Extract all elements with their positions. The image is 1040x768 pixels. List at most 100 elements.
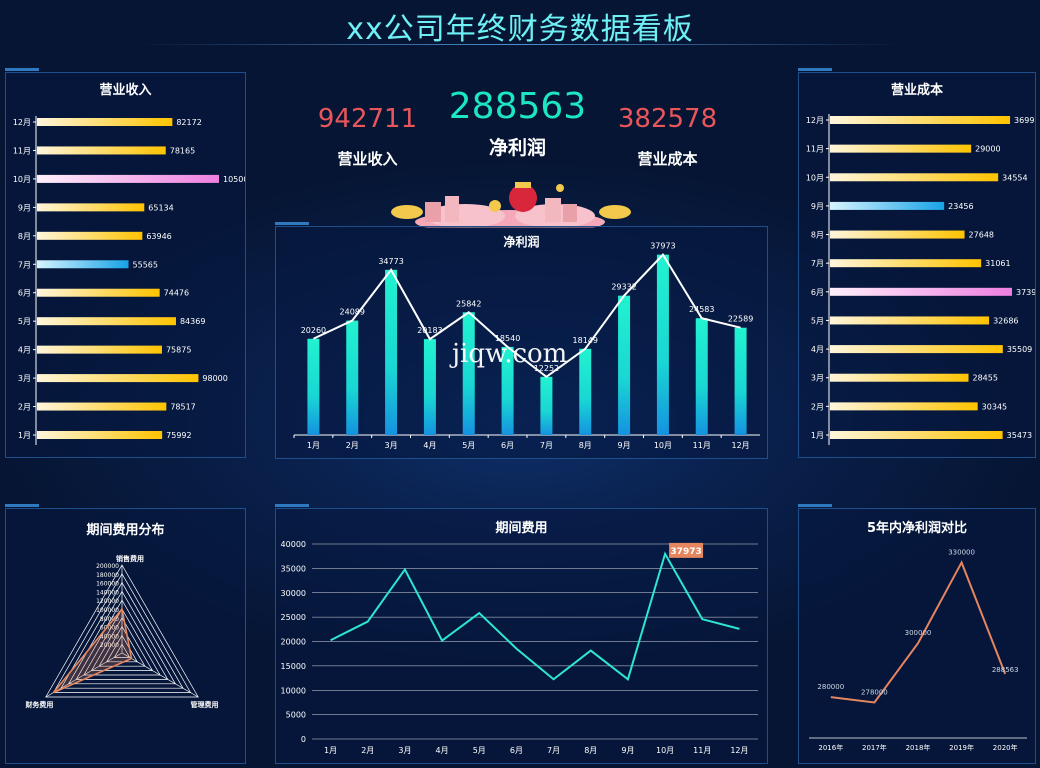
cost-bar-chart: 1月 35473 2月 30345 3月 28455 4月 35509 5月 32686 6月 373… xyxy=(806,114,1035,445)
panel-corner-accent xyxy=(798,504,832,507)
category-label: 5月 xyxy=(811,316,824,325)
radar-tick-label: 200000 xyxy=(96,563,119,570)
category-label: 8月 xyxy=(579,441,592,450)
y-tick-label: 20000 xyxy=(281,638,306,647)
category-label: 11月 xyxy=(693,441,711,450)
data-label: 37396 xyxy=(1016,288,1035,297)
bar xyxy=(37,345,162,354)
category-label: 6月 xyxy=(18,289,31,298)
revenue-chart-title: 营业收入 xyxy=(99,83,152,98)
category-label: 7月 xyxy=(811,259,824,268)
data-label: 12252 xyxy=(534,364,559,373)
bar xyxy=(37,288,160,297)
category-label: 3月 xyxy=(18,374,31,383)
series-line xyxy=(330,551,740,681)
panel-expense-distribution: 期间费用分布 20000 4000060000 80000 100000 120000 1… xyxy=(5,504,246,764)
radar-tick-label: 120000 xyxy=(96,598,119,605)
x-tick-label: 3月 xyxy=(398,746,411,755)
data-label: 31061 xyxy=(985,259,1010,268)
profit-bar-line-chart: 1月 2月 3月 4月 5月 6月 7月 8月 9月 10月 11月 12月 20260 24089 347… xyxy=(293,242,760,450)
category-label: 12月 xyxy=(731,441,749,450)
category-label: 2月 xyxy=(346,441,359,450)
radar-tick-label: 80000 xyxy=(100,616,119,623)
data-label: 330000 xyxy=(948,548,975,556)
data-label: 82172 xyxy=(176,118,201,127)
data-label: 10500 xyxy=(223,175,245,184)
bar xyxy=(830,259,982,268)
data-label: 20183 xyxy=(417,326,442,335)
x-tick-label: 2020年 xyxy=(993,743,1018,752)
radar-tick-label: 20000 xyxy=(100,642,119,649)
bar xyxy=(462,312,475,435)
category-label: 8月 xyxy=(811,231,824,240)
radar-tick-label: 180000 xyxy=(96,572,119,579)
data-label: 278000 xyxy=(861,688,888,696)
radar-axis-label: 财务费用 xyxy=(24,700,53,709)
radar-tick-label: 140000 xyxy=(96,589,119,596)
data-label: 34554 xyxy=(1002,173,1027,182)
category-label: 5月 xyxy=(18,317,31,326)
bar xyxy=(501,346,514,435)
data-label: 75875 xyxy=(166,346,191,355)
watermark-text: jiqw.com xyxy=(452,339,568,369)
x-tick-label: 7月 xyxy=(547,746,560,755)
data-label: 36995 xyxy=(1014,116,1035,125)
panel-corner-accent xyxy=(275,504,309,507)
panel-period-expense: 期间费用 0 5000 10000 15000 20000 25000 30000 35000… xyxy=(275,504,768,764)
series-line xyxy=(312,252,741,379)
kpi-revenue: 942711 营业收入 xyxy=(300,104,435,169)
data-label: 32686 xyxy=(993,316,1018,325)
x-tick-label: 4月 xyxy=(436,746,449,755)
y-tick-label: 25000 xyxy=(281,613,306,622)
x-tick-label: 11月 xyxy=(693,746,711,755)
period-expense-line-chart: 0 5000 10000 15000 20000 25000 30000 35000 40000… xyxy=(281,540,758,755)
panel-corner-accent xyxy=(5,504,39,507)
bar xyxy=(346,320,359,435)
y-tick-label: 15000 xyxy=(281,662,306,671)
y-tick-label: 30000 xyxy=(281,589,306,598)
bar xyxy=(830,173,999,182)
category-label: 11月 xyxy=(13,146,31,155)
bar xyxy=(37,402,167,411)
category-label: 12月 xyxy=(806,116,824,125)
radar-grid-ring xyxy=(98,625,146,667)
category-label: 1月 xyxy=(307,441,320,450)
radar-grid-ring xyxy=(52,573,192,693)
x-tick-label: 9月 xyxy=(621,746,634,755)
bar xyxy=(37,260,129,269)
radar-axis-label: 管理费用 xyxy=(191,700,219,709)
five-year-profit-line-chart: 2016年 2017年 2018年 2019年 2020年 280000 278000 300… xyxy=(809,548,1027,752)
category-label: 10月 xyxy=(13,175,31,184)
bar xyxy=(734,327,747,435)
bar xyxy=(307,338,320,435)
data-label: 300000 xyxy=(905,629,932,637)
data-label: 280000 xyxy=(817,683,844,691)
category-label: 4月 xyxy=(811,345,824,354)
radar-tick-label: 60000 xyxy=(100,625,119,632)
data-label: 65134 xyxy=(148,203,173,212)
category-label: 8月 xyxy=(18,232,31,241)
panel-revenue: 营业收入 1月 75992 2月 78517 3月 98000 4月 75875 5月 84369… xyxy=(5,68,246,458)
bar xyxy=(830,402,978,411)
data-label: 34773 xyxy=(378,257,403,266)
x-tick-label: 2019年 xyxy=(949,743,974,752)
data-label: 55565 xyxy=(133,260,158,269)
bar xyxy=(618,295,631,435)
panel-corner-accent xyxy=(798,68,832,71)
radar-grid-ring xyxy=(60,581,184,689)
data-label: 29000 xyxy=(975,145,1000,154)
data-label: 75992 xyxy=(166,431,191,440)
category-label: 7月 xyxy=(18,260,31,269)
data-label: 98000 xyxy=(202,374,227,383)
x-tick-label: 8月 xyxy=(584,746,597,755)
bar xyxy=(830,431,1003,439)
radar-grid-ring xyxy=(45,564,199,698)
callout-label: 37973 xyxy=(670,547,701,557)
panel-corner-accent xyxy=(5,68,39,71)
bar xyxy=(37,146,166,155)
x-tick-label: 2月 xyxy=(361,746,374,755)
data-label: 22589 xyxy=(728,315,753,324)
x-tick-label: 6月 xyxy=(510,746,523,755)
profit-chart-title: 净利润 xyxy=(503,235,540,249)
panel-cost: 营业成本 1月 35473 2月 30345 3月 28455 4月 35509 5月 32686… xyxy=(798,68,1036,458)
